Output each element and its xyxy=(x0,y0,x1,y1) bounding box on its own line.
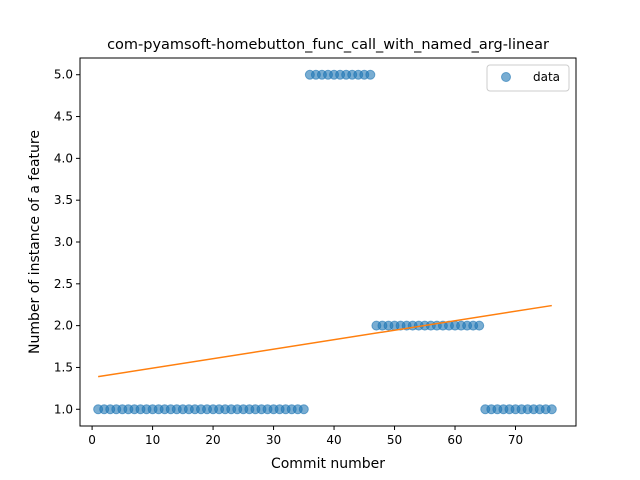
y-tick-label: 3.0 xyxy=(54,235,73,249)
legend-marker-data xyxy=(501,72,511,82)
data-point xyxy=(474,320,485,331)
legend-box xyxy=(486,64,570,92)
legend: data xyxy=(486,64,570,92)
x-tick-label: 0 xyxy=(88,433,96,447)
x-tick-label: 30 xyxy=(266,433,281,447)
y-tick-label: 4.0 xyxy=(54,151,73,165)
x-tick-label: 70 xyxy=(508,433,523,447)
y-tick-label: 1.0 xyxy=(54,402,73,416)
x-tick-label: 40 xyxy=(326,433,341,447)
y-tick-label: 5.0 xyxy=(54,68,73,82)
x-tick-label: 10 xyxy=(145,433,160,447)
x-axis: 0 10 20 30 40 50 60 70 xyxy=(88,426,523,447)
plot-frame xyxy=(79,57,577,427)
x-tick-label: 20 xyxy=(205,433,220,447)
x-axis-title: Commit number xyxy=(271,456,385,472)
x-tick-label: 60 xyxy=(447,433,462,447)
y-tick-label: 1.5 xyxy=(54,360,73,374)
x-tick-label: 50 xyxy=(387,433,402,447)
chart-title: com-pyamsoft-homebutton_func_call_with_n… xyxy=(107,37,549,53)
y-axis-title: Number of instance of a feature xyxy=(27,130,43,354)
data-point xyxy=(546,404,557,415)
y-tick-label: 2.0 xyxy=(54,319,73,333)
y-tick-label: 3.5 xyxy=(54,193,73,207)
trend-line xyxy=(98,304,552,378)
data-point xyxy=(365,69,376,80)
y-tick-label: 4.5 xyxy=(54,110,73,124)
legend-label-data: data xyxy=(533,70,560,84)
plot-marks xyxy=(93,69,557,415)
y-axis: 1.0 1.5 2.0 2.5 3.0 3.5 4.0 4.5 5.0 xyxy=(54,68,80,416)
data-point xyxy=(298,404,309,415)
y-tick-label: 2.5 xyxy=(54,277,73,291)
